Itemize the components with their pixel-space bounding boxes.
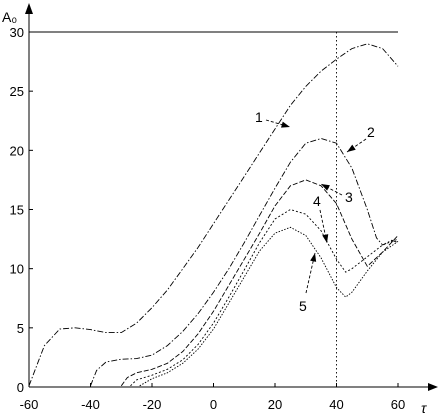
annotation-label-3: 3 (345, 189, 353, 205)
annotation-arrow-3 (320, 183, 343, 196)
annotation-arrow-2-shaft (346, 138, 367, 153)
x-axis-arrow (428, 383, 438, 391)
y-tick-label: 0 (17, 380, 24, 395)
y-tick-label: 30 (10, 25, 24, 40)
x-tick-label: 20 (268, 397, 282, 412)
annotation-arrow-5-shaft (305, 252, 316, 294)
annotation-arrow-2-head (347, 144, 356, 152)
y-axis-label: A₀ (2, 9, 17, 25)
annotation-arrow-3-head (321, 184, 330, 191)
annotation-arrow-5-head (310, 253, 317, 262)
y-tick-label: 10 (10, 262, 24, 277)
y-tick-label: 15 (10, 203, 24, 218)
x-tick-label: -60 (20, 397, 39, 412)
annotation-arrow-2 (346, 138, 367, 153)
x-tick-label: -40 (81, 397, 100, 412)
y-tick-label: 5 (17, 321, 24, 336)
annotation-label-5: 5 (299, 298, 307, 314)
x-tick-label: 40 (329, 397, 343, 412)
annotation-label-1: 1 (255, 109, 263, 125)
y-tick-label: 25 (10, 84, 24, 99)
series-line-1 (28, 43, 399, 386)
annotations: 1 2 3 4 5 (255, 109, 375, 314)
annotation-arrow-4-shaft (319, 209, 328, 244)
x-tick-label: -20 (143, 397, 162, 412)
series-line-5 (139, 226, 399, 387)
x-tick-label: 60 (391, 397, 405, 412)
annotation-arrow-5 (305, 252, 317, 294)
annotation-arrow-1 (265, 119, 291, 128)
annotation-arrow-4 (319, 209, 329, 244)
axes: τ A₀ (2, 3, 438, 416)
y-tick-label: 20 (10, 143, 24, 158)
series-line-2 (90, 138, 399, 386)
annotation-label-4: 4 (313, 193, 321, 209)
annotation-arrow-3-shaft (320, 183, 343, 196)
x-axis-label: τ (421, 400, 427, 416)
annotation-arrow-1-head (281, 121, 290, 128)
series-lines (28, 43, 399, 387)
x-tick-label: 0 (210, 397, 217, 412)
y-axis-arrow (25, 3, 33, 14)
annotation-arrow-4-head (322, 234, 329, 243)
series-line-3 (120, 179, 399, 387)
series-line-4 (130, 209, 399, 387)
annotation-label-2: 2 (367, 124, 375, 140)
